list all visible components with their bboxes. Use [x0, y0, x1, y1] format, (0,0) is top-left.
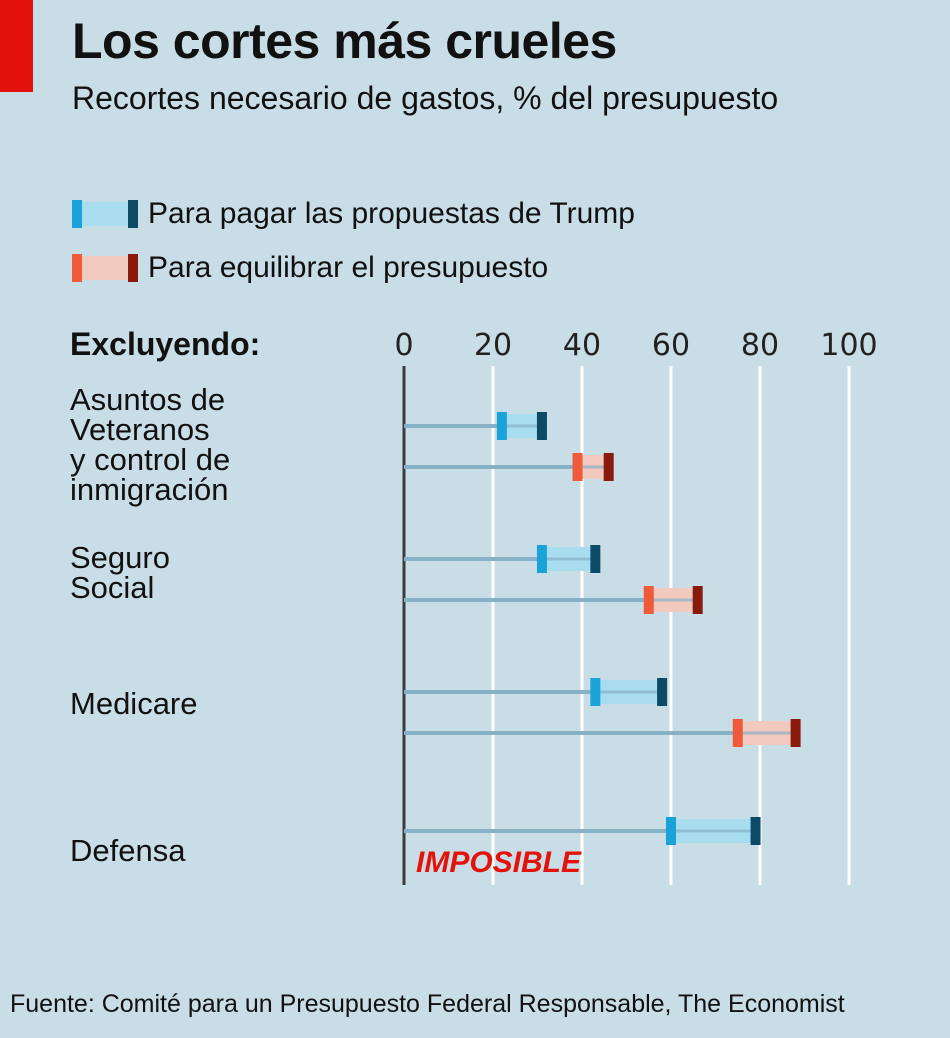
range-min-cap-balance-2 — [732, 719, 743, 747]
legend-label-balance: Para equilibrar el presupuesto — [148, 251, 549, 284]
legend-label-trump: Para pagar las propuestas de Trump — [148, 197, 635, 230]
x-tick-label-20: 20 — [474, 328, 512, 363]
category-label-social-security: Seguro Social — [70, 540, 170, 605]
range-max-cap-trump-0 — [536, 412, 547, 440]
impossible-note: IMPOSIBLE — [416, 846, 582, 879]
range-max-cap-trump-1 — [590, 545, 601, 573]
range-max-cap-trump-3 — [750, 817, 761, 845]
range-min-cap-trump-1 — [536, 545, 547, 573]
category-label-veterans: Asuntos de Veteranos y control de inmigr… — [70, 382, 231, 507]
legend-swatch-trump — [72, 200, 138, 228]
category-label-medicare: Medicare — [70, 686, 198, 721]
row-header: Excluyendo: — [70, 326, 261, 362]
x-tick-label-60: 60 — [652, 328, 690, 363]
legend-item-trump: Para pagar las propuestas de Trump — [72, 194, 635, 234]
source-note: Fuente: Comité para un Presupuesto Feder… — [10, 990, 845, 1018]
chart-subtitle: Recortes necesario de gastos, % del pres… — [72, 80, 779, 116]
range-max-cap-balance-1 — [692, 586, 703, 614]
range-max-cap-trump-2 — [657, 678, 668, 706]
range-min-cap-trump-0 — [496, 412, 507, 440]
range-min-cap-trump-2 — [590, 678, 601, 706]
legend-swatch-balance — [72, 254, 138, 282]
x-tick-label-40: 40 — [563, 328, 601, 363]
legend-item-balance: Para equilibrar el presupuesto — [72, 248, 548, 288]
x-tick-label-100: 100 — [820, 328, 877, 363]
range-min-cap-balance-1 — [643, 586, 654, 614]
range-max-cap-balance-0 — [603, 453, 614, 481]
category-label-defense: Defensa — [70, 833, 186, 868]
range-min-cap-trump-3 — [666, 817, 676, 845]
x-tick-label-80: 80 — [741, 328, 779, 363]
chart-title: Los cortes más crueles — [72, 13, 617, 69]
range-min-cap-balance-0 — [572, 453, 583, 481]
accent-bar — [0, 0, 33, 92]
range-max-cap-balance-2 — [790, 719, 801, 747]
x-tick-label-0: 0 — [394, 328, 413, 363]
